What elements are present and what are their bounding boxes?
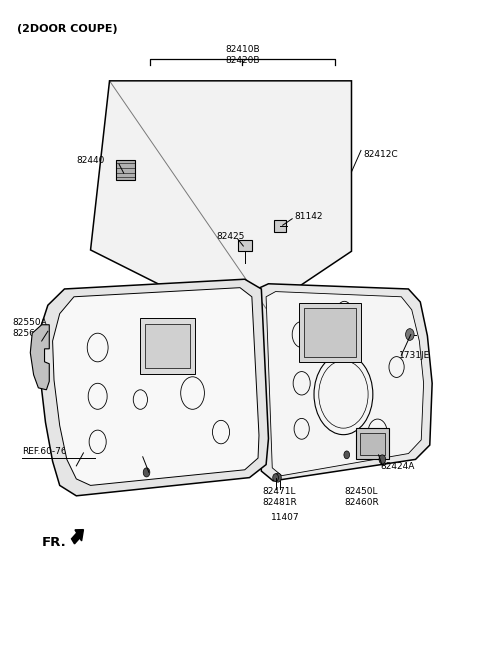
Circle shape — [379, 455, 385, 464]
Text: 82424A: 82424A — [380, 462, 414, 471]
Text: (2DOOR COUPE): (2DOOR COUPE) — [17, 24, 118, 33]
Polygon shape — [38, 279, 268, 496]
Circle shape — [275, 473, 281, 482]
Polygon shape — [30, 325, 49, 390]
Text: 82450L
82460R: 82450L 82460R — [344, 487, 379, 506]
Bar — [140, 318, 195, 373]
Bar — [145, 324, 190, 368]
Bar — [304, 308, 356, 357]
Circle shape — [344, 451, 349, 459]
Bar — [356, 428, 388, 459]
FancyArrow shape — [72, 529, 84, 544]
Text: 1731JE: 1731JE — [399, 352, 430, 360]
Circle shape — [143, 468, 150, 477]
Text: 82410B
82420B: 82410B 82420B — [225, 45, 260, 64]
Text: REF.60-760: REF.60-760 — [22, 447, 72, 456]
Text: 82471L
82481R: 82471L 82481R — [263, 487, 298, 506]
Text: 82412C: 82412C — [363, 150, 398, 159]
Polygon shape — [266, 291, 424, 476]
Text: 1339CD: 1339CD — [143, 447, 179, 456]
Text: 82425: 82425 — [216, 232, 245, 241]
Text: 82550A
82560A: 82550A 82560A — [12, 318, 47, 338]
Polygon shape — [53, 288, 259, 485]
Bar — [238, 239, 252, 251]
Text: 81142: 81142 — [295, 212, 323, 220]
Circle shape — [273, 474, 278, 482]
Text: 82440: 82440 — [76, 155, 105, 165]
Text: FR.: FR. — [42, 536, 66, 549]
Polygon shape — [254, 284, 432, 481]
Bar — [116, 159, 135, 180]
Bar — [360, 433, 385, 455]
Bar — [274, 220, 287, 232]
Bar — [300, 303, 361, 362]
Polygon shape — [91, 81, 351, 308]
Circle shape — [406, 329, 414, 340]
Text: 11407: 11407 — [271, 514, 300, 522]
